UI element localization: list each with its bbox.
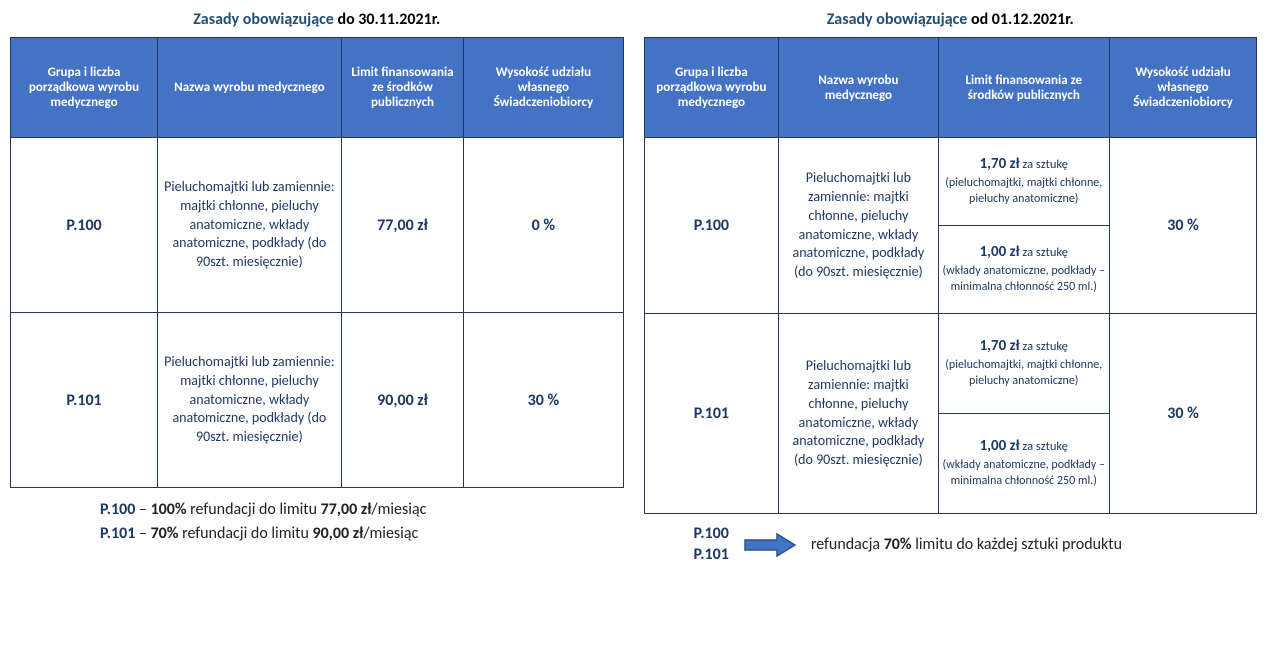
table-after: Grupa i liczba porządkowa wyrobu medyczn…	[644, 37, 1258, 514]
cell-desc: Pieluchomajtki lub zamiennie: majtki chł…	[779, 314, 938, 514]
footer-code: P.101	[694, 545, 729, 566]
footer-line-2: P.101 – 70% refundacji do limitu 90,00 z…	[100, 522, 624, 546]
cell-code: P.100	[644, 138, 779, 314]
footer-pct: 70%	[884, 535, 912, 554]
limit-price: 1,70 zł	[980, 337, 1020, 355]
cell-share: 0 %	[464, 138, 623, 313]
title-date: od 01.12.2021r.	[971, 10, 1074, 29]
panel-after: Zasady obowiązujące od 01.12.2021r. Grup…	[644, 10, 1258, 566]
title-prefix: Zasady obowiązujące	[193, 10, 337, 29]
panel-before: Zasady obowiązujące do 30.11.2021r. Grup…	[10, 10, 624, 546]
cell-desc: Pieluchomajtki lub zamiennie: majtki chł…	[158, 138, 342, 313]
footer-text: refundacja 70% limitu do każdej sztuki p…	[811, 535, 1122, 554]
limit-note: (pieluchomajtki, majtki chłonne, pieluch…	[945, 358, 1102, 389]
footer-before: P.100 – 100% refundacji do limitu 77,00 …	[10, 498, 624, 546]
table-before: Grupa i liczba porządkowa wyrobu medyczn…	[10, 37, 624, 488]
cell-limit-b: 1,00 zł za sztukę (wkłady anatomiczne, p…	[938, 226, 1110, 314]
cell-limit: 90,00 zł	[341, 313, 464, 488]
cell-code: P.100	[11, 138, 158, 313]
cell-limit-a: 1,70 zł za sztukę (pieluchomajtki, majtk…	[938, 138, 1110, 226]
comparison-container: Zasady obowiązujące do 30.11.2021r. Grup…	[10, 10, 1257, 566]
limit-price: 1,00 zł	[980, 437, 1020, 455]
th-group: Grupa i liczba porządkowa wyrobu medyczn…	[11, 38, 158, 138]
cell-share: 30 %	[1110, 138, 1257, 314]
footer-pct: 70%	[151, 524, 179, 543]
cell-limit-b: 1,00 zł za sztukę (wkłady anatomiczne, p…	[938, 414, 1110, 514]
footer-amount: 77,00 zł	[321, 500, 372, 519]
footer-after: P.100 P.101 refundacja 70% limitu do każ…	[644, 524, 1258, 566]
th-limit: Limit finansowania ze środków publicznyc…	[341, 38, 464, 138]
footer-code: P.101	[100, 524, 135, 543]
th-name: Nazwa wyrobu medycznego	[779, 38, 938, 138]
footer-codes: P.100 P.101	[694, 524, 729, 566]
cell-share: 30 %	[1110, 314, 1257, 514]
limit-note: (wkłady anatomiczne, podkłady – minimaln…	[943, 458, 1105, 489]
limit-price: 1,70 zł	[980, 155, 1020, 173]
table-header-row: Grupa i liczba porządkowa wyrobu medyczn…	[644, 38, 1257, 138]
title-prefix: Zasady obowiązujące	[827, 10, 971, 29]
th-share: Wysokość udziału własnego Świadczeniobio…	[464, 38, 623, 138]
panel-before-title: Zasady obowiązujące do 30.11.2021r.	[10, 10, 624, 29]
table-row: P.101 Pieluchomajtki lub zamiennie: majt…	[11, 313, 624, 488]
cell-code: P.101	[11, 313, 158, 488]
panel-after-title: Zasady obowiązujące od 01.12.2021r.	[644, 10, 1258, 29]
th-share: Wysokość udziału własnego Świadczeniobio…	[1110, 38, 1257, 138]
footer-code: P.100	[100, 500, 135, 519]
limit-note: (pieluchomajtki, majtki chłonne, pieluch…	[945, 176, 1102, 207]
table-row: P.100 Pieluchomajtki lub zamiennie: majt…	[644, 138, 1257, 226]
limit-note: (wkłady anatomiczne, podkłady – minimaln…	[943, 264, 1105, 295]
th-group: Grupa i liczba porządkowa wyrobu medyczn…	[644, 38, 779, 138]
th-limit: Limit finansowania ze środków publicznyc…	[938, 38, 1110, 138]
arrow-right-icon	[743, 532, 797, 558]
cell-limit-a: 1,70 zł za sztukę (pieluchomajtki, majtk…	[938, 314, 1110, 414]
footer-code: P.100	[694, 524, 729, 545]
table-header-row: Grupa i liczba porządkowa wyrobu medyczn…	[11, 38, 624, 138]
cell-limit: 77,00 zł	[341, 138, 464, 313]
footer-amount: 90,00 zł	[313, 524, 364, 543]
table-row: P.100 Pieluchomajtki lub zamiennie: majt…	[11, 138, 624, 313]
table-row: P.101 Pieluchomajtki lub zamiennie: majt…	[644, 314, 1257, 414]
title-date: do 30.11.2021r.	[337, 10, 440, 29]
cell-code: P.101	[644, 314, 779, 514]
limit-price: 1,00 zł	[980, 243, 1020, 261]
cell-desc: Pieluchomajtki lub zamiennie: majtki chł…	[779, 138, 938, 314]
footer-pct: 100%	[151, 500, 187, 519]
th-name: Nazwa wyrobu medycznego	[158, 38, 342, 138]
cell-desc: Pieluchomajtki lub zamiennie: majtki chł…	[158, 313, 342, 488]
cell-share: 30 %	[464, 313, 623, 488]
footer-line-1: P.100 – 100% refundacji do limitu 77,00 …	[100, 498, 624, 522]
